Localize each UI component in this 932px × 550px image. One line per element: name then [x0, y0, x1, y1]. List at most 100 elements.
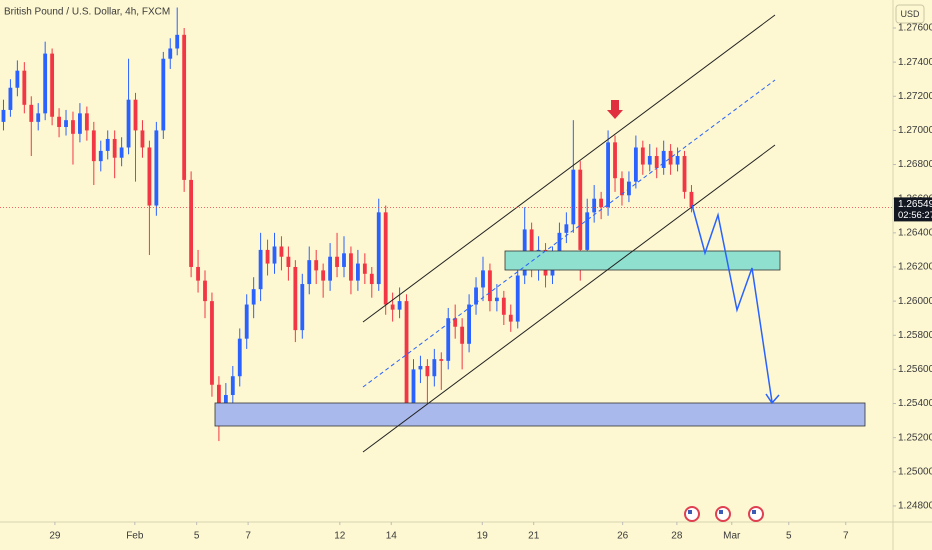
candle-body: [78, 113, 82, 134]
y-tick-label: 1.25600: [898, 364, 932, 375]
candle-body: [189, 179, 194, 267]
candle-body: [418, 365, 423, 370]
candle-body: [369, 273, 374, 285]
y-tick-label: 1.24800: [898, 501, 932, 512]
y-tick-label: 1.25000: [898, 466, 932, 477]
candle-body: [613, 142, 617, 179]
candle-body: [557, 232, 562, 259]
event-icons: [684, 506, 764, 522]
candle-body: [64, 120, 68, 128]
candle-body: [494, 297, 499, 302]
candle-body: [592, 198, 597, 213]
x-tick-label: 5: [194, 531, 200, 542]
candle-body: [599, 198, 604, 208]
candle-body: [154, 130, 159, 206]
candle-body: [112, 138, 117, 158]
candle-body: [362, 263, 367, 274]
candle-body: [71, 120, 75, 134]
candle-body: [640, 147, 645, 165]
candle-body: [355, 263, 360, 281]
candle-body: [279, 246, 284, 257]
candle-body: [446, 318, 451, 361]
candle-body: [244, 304, 249, 339]
candle-body: [140, 130, 145, 148]
candle-body: [105, 138, 110, 151]
drawings: [214, 14, 866, 522]
candle-body: [481, 270, 485, 288]
candle-body: [161, 58, 166, 131]
y-tick-label: 1.26000: [898, 296, 932, 307]
y-tick-label: 1.25800: [898, 330, 932, 341]
candle-body: [126, 99, 131, 148]
y-tick-label: 1.25400: [898, 398, 932, 409]
demand-zone: [214, 402, 866, 427]
currency-label[interactable]: USD: [900, 9, 920, 19]
y-tick-label: 1.27400: [898, 57, 932, 68]
countdown-label: 02:56:27: [898, 210, 932, 221]
candle-body: [22, 70, 27, 105]
candle-body: [147, 147, 152, 206]
y-tick-label: 1.26200: [898, 262, 932, 273]
candle-body: [349, 253, 353, 281]
x-tick-label: 12: [334, 531, 346, 542]
candle-body: [515, 275, 520, 322]
candle-body: [654, 156, 659, 168]
last-price-box: [894, 197, 932, 222]
candle-body: [1, 109, 6, 122]
candle-body: [453, 318, 458, 327]
candle-body: [508, 314, 513, 322]
y-tick-label: 1.26400: [898, 227, 932, 238]
x-tick-label: 7: [245, 531, 251, 542]
candle-body: [210, 301, 214, 385]
candle-body: [196, 266, 200, 281]
candle-body: [578, 169, 583, 250]
candle-body: [15, 70, 20, 88]
candle-body: [258, 249, 263, 290]
candle-body: [300, 284, 305, 331]
projection-arrowhead: [765, 393, 780, 405]
candle-body: [286, 256, 291, 267]
candle-body: [335, 256, 339, 267]
candle-body: [397, 301, 402, 310]
last-price-label: 1.26549: [898, 199, 932, 210]
channel-mid: [362, 79, 776, 388]
candle-body: [682, 156, 687, 192]
candle-body: [411, 369, 416, 404]
candle-body: [265, 249, 270, 264]
candle-body: [689, 191, 694, 208]
candle-body: [314, 260, 319, 271]
candle-body: [668, 150, 673, 165]
candle-body: [84, 113, 89, 131]
candle-body: [307, 260, 312, 285]
candle-body: [620, 178, 624, 196]
x-tick-label: 28: [671, 531, 683, 542]
candle-body: [661, 150, 666, 168]
candle-body: [168, 48, 173, 59]
currency-button[interactable]: [895, 4, 925, 24]
projection-path: [691, 204, 773, 403]
candle-body: [119, 147, 124, 158]
candle-body: [647, 156, 652, 165]
candle-body: [501, 297, 506, 315]
candle-body: [237, 338, 242, 377]
candle-body: [91, 130, 96, 162]
y-tick-label: 1.25200: [898, 432, 932, 443]
candle-body: [376, 212, 381, 285]
candle-body: [175, 34, 180, 49]
candle-body: [36, 113, 41, 122]
x-tick-label: 14: [386, 531, 398, 542]
x-tick-label: 21: [528, 531, 540, 542]
candle-body: [216, 384, 221, 407]
candle-body: [606, 142, 610, 208]
candle-body: [223, 394, 228, 407]
y-tick-label: 1.27600: [898, 23, 932, 34]
candle-body: [383, 212, 388, 305]
x-tick-label: Mar: [723, 531, 741, 542]
candle-body: [29, 104, 34, 122]
candle-body: [425, 365, 430, 377]
candle-body: [585, 212, 590, 250]
candle-body: [474, 287, 478, 305]
candle-body: [293, 266, 298, 331]
